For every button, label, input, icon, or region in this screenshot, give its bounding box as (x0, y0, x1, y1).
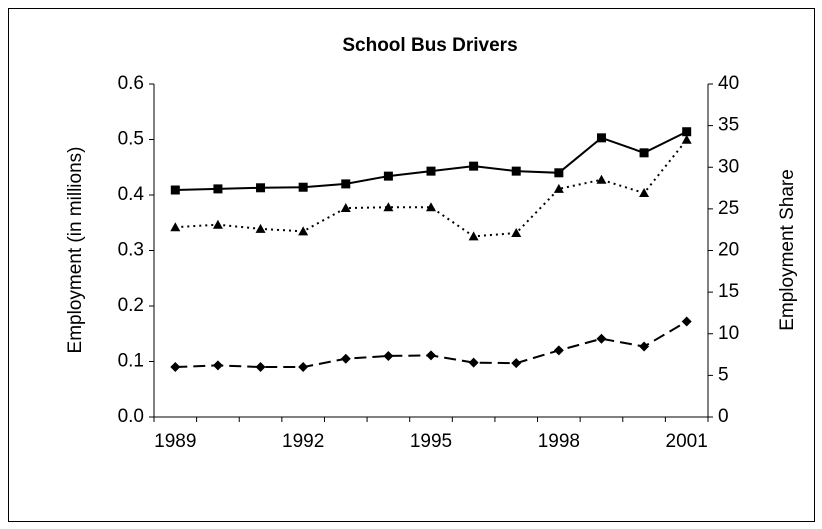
x-tick-label: 2001 (666, 431, 708, 452)
marker (426, 166, 436, 176)
marker (681, 134, 692, 144)
marker (256, 183, 266, 193)
y2-tick-label: 40 (718, 73, 739, 94)
marker (170, 362, 181, 373)
marker (681, 316, 692, 327)
marker (596, 174, 607, 184)
y2-tick-label: 20 (718, 240, 739, 261)
x-tick-label: 1998 (538, 431, 580, 452)
marker (511, 228, 522, 238)
marker (383, 350, 394, 361)
marker (340, 203, 351, 213)
marker (468, 357, 479, 368)
y2-tick-label: 0 (718, 406, 729, 427)
marker (298, 362, 309, 373)
marker (298, 226, 309, 236)
marker (426, 202, 436, 212)
marker (553, 345, 564, 356)
y-axis-title: Employment (in millions) (65, 147, 86, 354)
marker (212, 219, 223, 229)
marker (682, 127, 692, 137)
marker (596, 133, 606, 143)
marker (255, 223, 266, 233)
marker (511, 358, 522, 369)
y-tick-label: 0.2 (118, 295, 144, 316)
marker (170, 222, 181, 232)
y-tick-label: 0.5 (118, 129, 144, 150)
y2-tick-label: 30 (718, 156, 739, 177)
y2-tick-label: 15 (718, 281, 739, 302)
y-tick-label: 0.0 (118, 406, 144, 427)
marker (255, 362, 266, 373)
y-tick-label: 0.4 (118, 184, 145, 205)
x-tick-label: 1992 (282, 431, 324, 452)
marker (639, 341, 650, 352)
x-tick-label: 1989 (154, 431, 196, 452)
marker (639, 188, 650, 198)
y2-axis-title: Employment Share (777, 169, 798, 331)
y2-tick-label: 10 (718, 323, 739, 344)
marker (639, 148, 649, 158)
marker (553, 183, 564, 193)
marker (340, 353, 351, 364)
marker (511, 166, 521, 176)
marker (554, 168, 564, 178)
marker (426, 350, 436, 361)
marker (383, 171, 393, 181)
y2-tick-label: 35 (718, 115, 739, 136)
y2-tick-label: 25 (718, 198, 739, 219)
y-tick-label: 0.6 (118, 73, 144, 94)
marker (596, 333, 607, 344)
marker (341, 179, 351, 189)
marker (469, 161, 479, 171)
y2-tick-label: 5 (718, 364, 729, 385)
marker (213, 184, 223, 194)
y-tick-label: 0.3 (118, 240, 144, 261)
marker (468, 231, 479, 241)
marker (170, 185, 180, 195)
y-tick-label: 0.1 (118, 351, 144, 372)
chart-title: School Bus Drivers (342, 35, 517, 56)
marker (212, 360, 223, 371)
marker (298, 182, 308, 192)
chart-frame (8, 8, 815, 522)
x-tick-label: 1995 (410, 431, 452, 452)
marker (383, 202, 394, 212)
